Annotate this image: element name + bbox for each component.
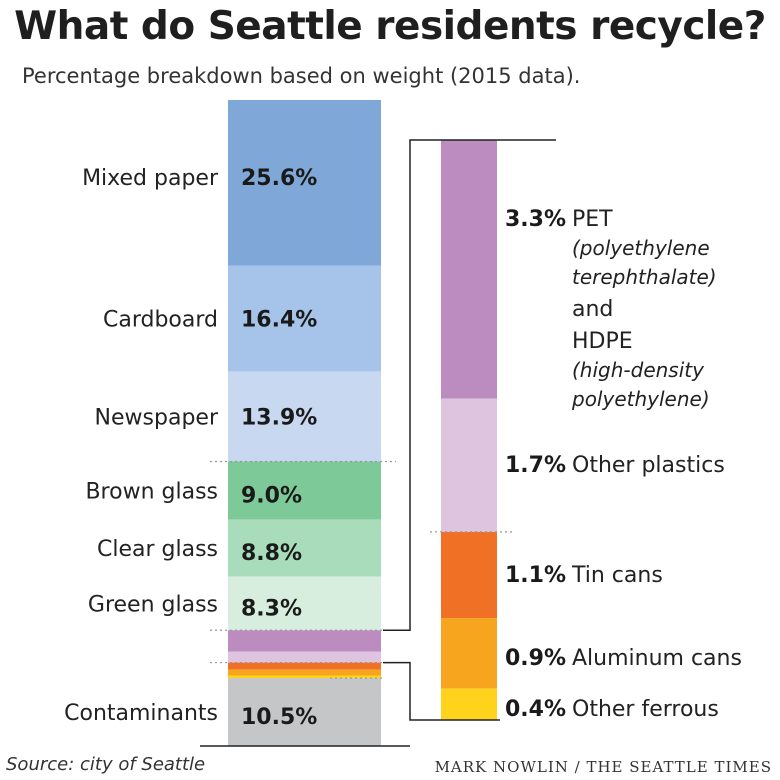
detail-segment-aluminum-cans [441,618,497,689]
pet-note-line1: (polyethylene [572,236,710,260]
category-label-detail-aluminum-cans: Aluminum cans [572,646,742,671]
category-label-pet: PET [572,207,613,232]
category-label-hdpe: HDPE [572,329,633,354]
detail-segment-other-plastics [441,398,497,532]
source-note: Source: city of Seattle [6,754,206,775]
category-label-detail-other-ferrous: Other ferrous [572,697,719,722]
value-label-pet: 3.3% [505,207,566,232]
category-label-brown-glass: Brown glass [85,480,218,505]
value-label-brown-glass: 9.0% [241,484,302,509]
category-label-detail-tin-cans: Tin cans [571,563,663,588]
bar-segment-cardboard [228,265,381,372]
bar-segment-tin-cans [228,662,381,670]
bar-segment-aluminum-cans [228,669,381,676]
value-label-contaminants: 10.5% [241,705,317,730]
conjunction-label: and [572,297,613,322]
chart-subtitle: Percentage breakdown based on weight (20… [22,64,581,88]
value-label-detail-tin-cans: 1.1% [505,563,566,588]
value-label-clear-glass: 8.8% [241,541,302,566]
hdpe-note-line2: polyethylene) [571,387,710,411]
bar-segment-other-plastics [228,651,381,663]
value-label-newspaper: 13.9% [241,406,317,431]
connector-top [383,139,556,632]
value-label-detail-other-plastics: 1.7% [505,453,566,478]
connector-bottom [383,661,500,721]
value-label-cardboard: 16.4% [241,308,317,333]
bar-segment-other-ferrous [228,675,381,679]
bar-segment-clear-glass [228,519,381,577]
category-label-detail-other-plastics: Other plastics [572,453,725,478]
value-label-detail-other-ferrous: 0.4% [505,697,566,722]
value-label-detail-aluminum-cans: 0.9% [505,646,566,671]
bar-segment-contaminants [228,678,381,746]
value-label-mixed-paper: 25.6% [241,166,317,191]
category-label-green-glass: Green glass [88,592,218,617]
value-label-green-glass: 8.3% [241,596,302,621]
bar-segment-mixed-paper [228,100,381,266]
detail-segment-other-ferrous [441,688,497,720]
category-label-cardboard: Cardboard [103,308,218,333]
bar-segment-brown-glass [228,461,381,520]
category-label-mixed-paper: Mixed paper [82,166,219,191]
category-label-contaminants: Contaminants [64,701,218,726]
chart-title: What do Seattle residents recycle? [14,4,766,49]
detail-segment-tin-cans [441,531,497,619]
pet-note-line2: terephthalate) [572,265,717,289]
bar-segment-pet-and-hdpe [228,630,381,652]
bar-segment-newspaper [228,371,381,462]
bar-segment-green-glass [228,576,381,631]
category-label-clear-glass: Clear glass [97,537,218,562]
category-label-newspaper: Newspaper [95,406,219,431]
credit-line: MARK NOWLIN / THE SEATTLE TIMES [434,758,772,776]
hdpe-note-line1: (high-density [572,358,705,382]
detail-segment-pet [441,140,497,399]
